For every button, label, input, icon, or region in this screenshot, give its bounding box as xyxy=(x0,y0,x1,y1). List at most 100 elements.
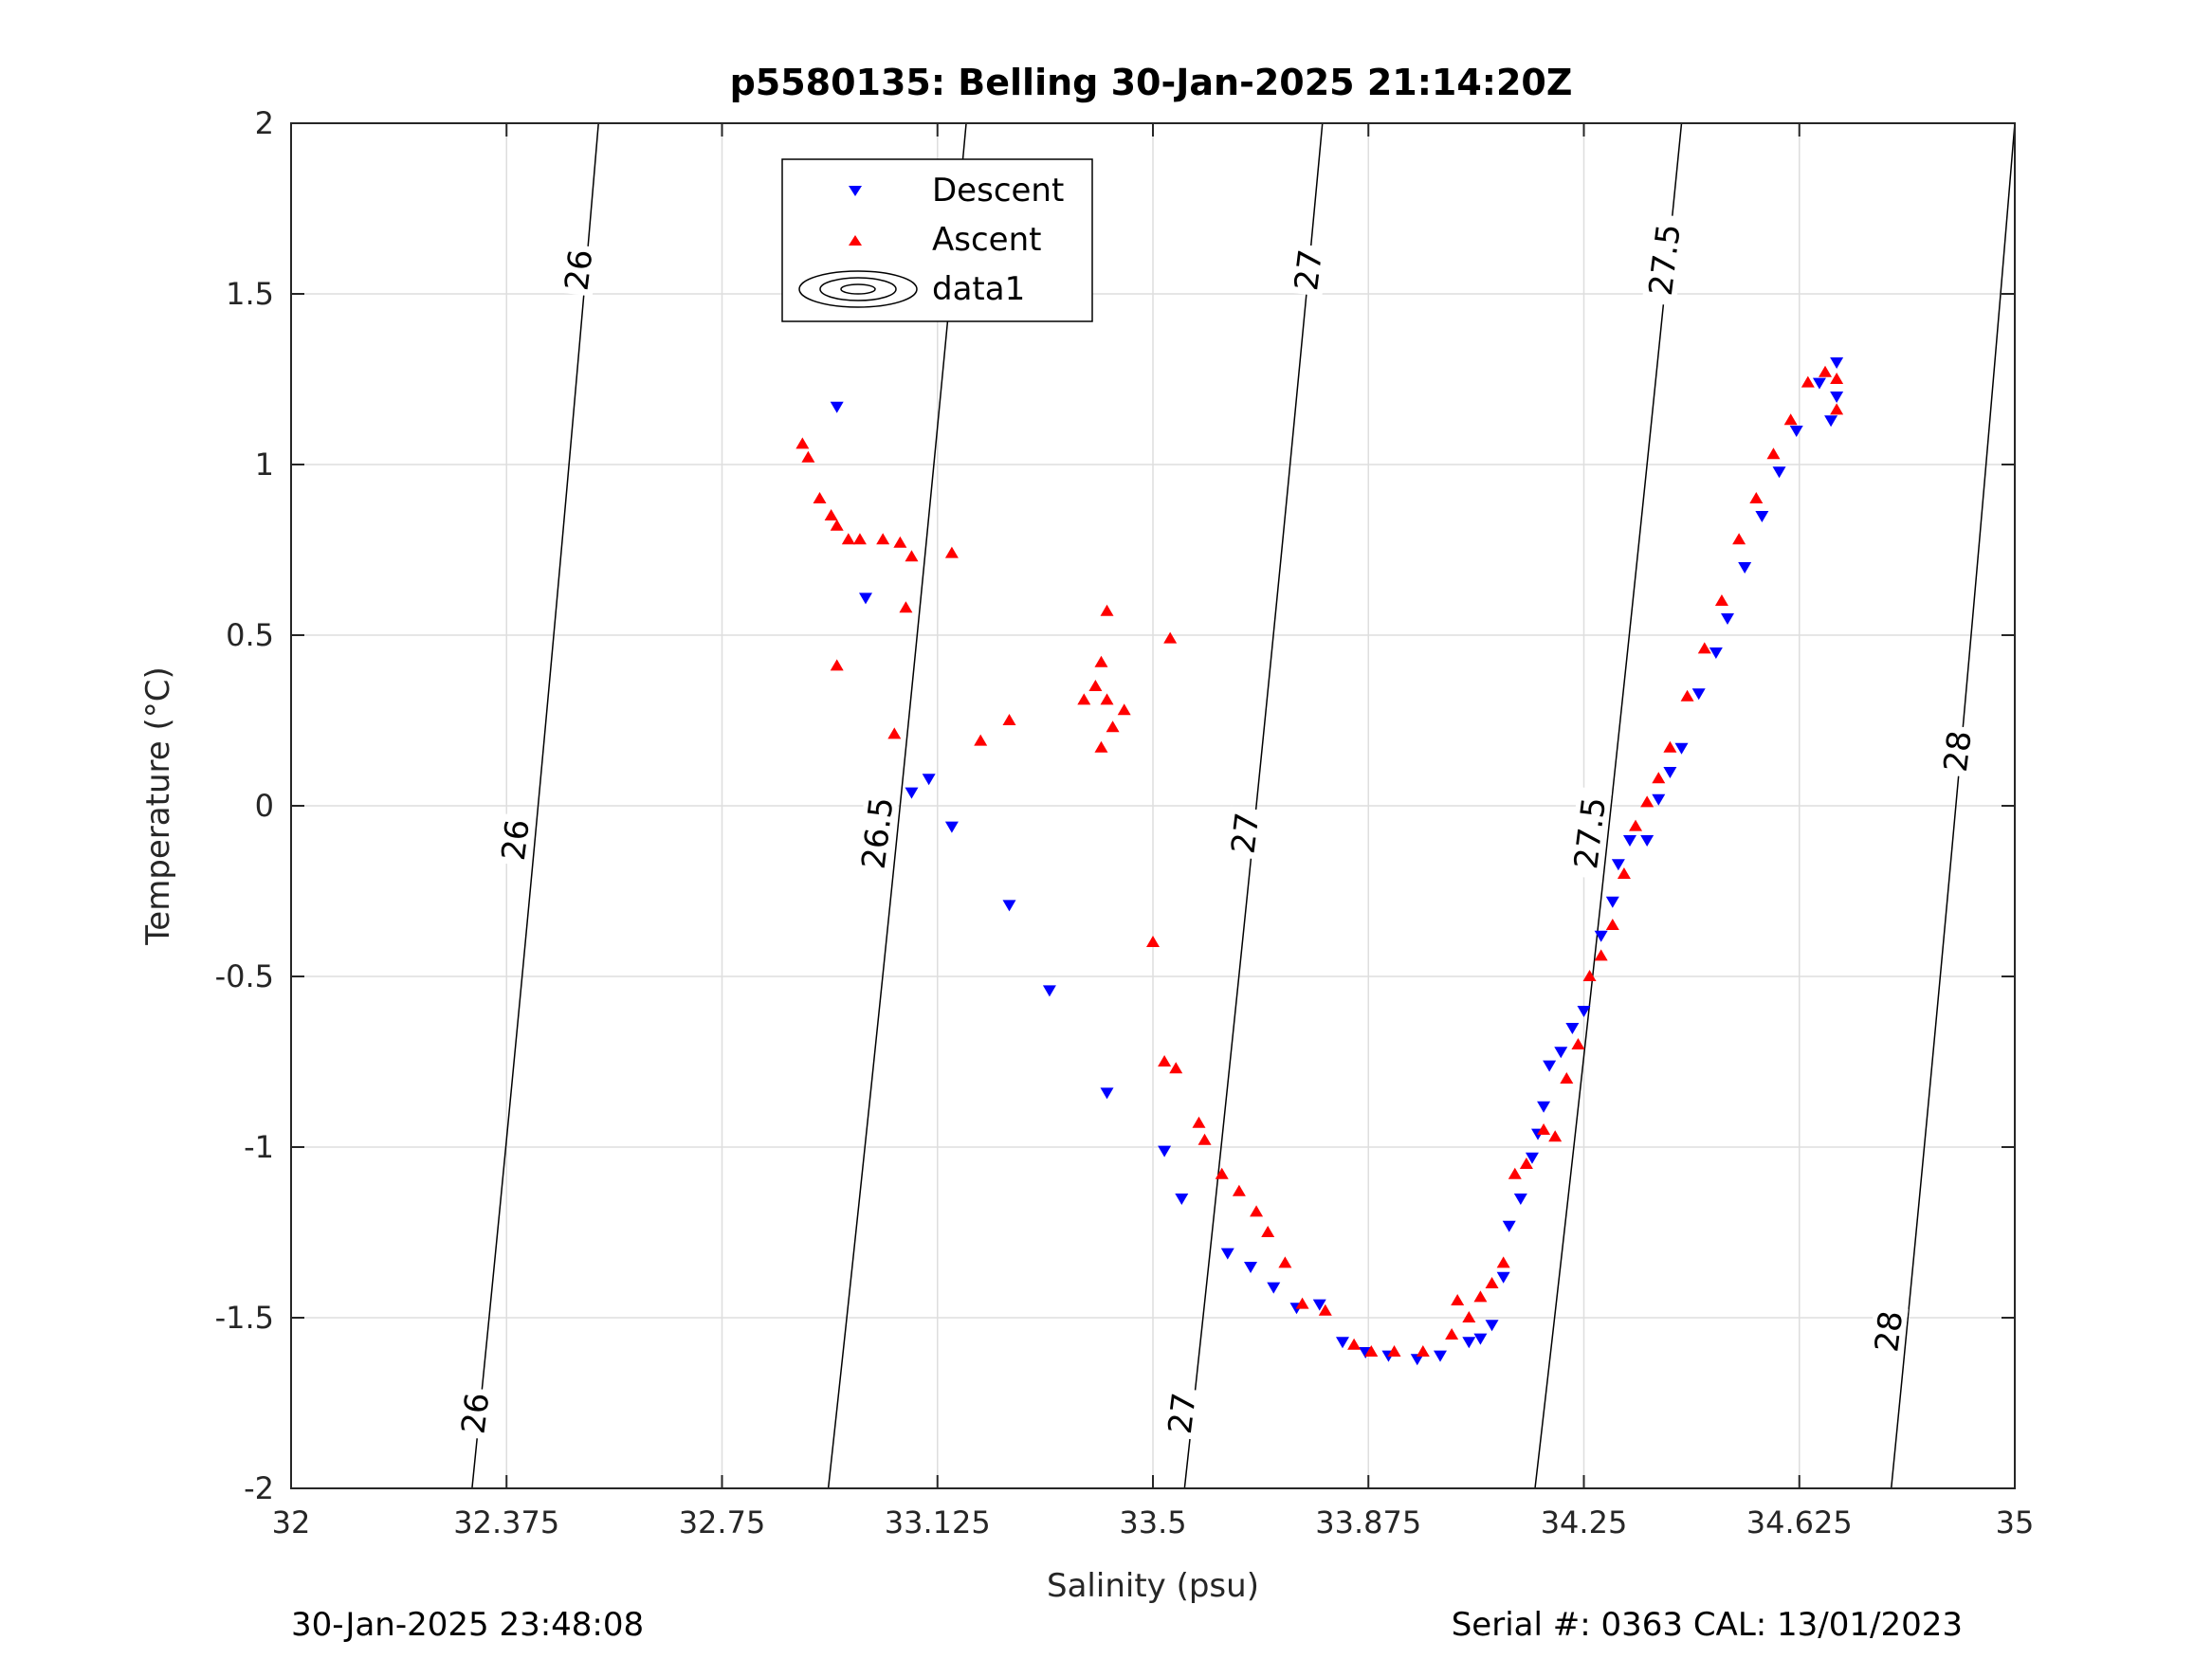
ascent-point xyxy=(1445,1328,1459,1340)
contour-label-text: 26 xyxy=(495,817,538,863)
descent-point xyxy=(1565,1023,1580,1034)
ascent-point xyxy=(1485,1277,1499,1288)
contour-label: 26 xyxy=(495,813,538,866)
descent-point xyxy=(1537,1101,1551,1113)
descent-point xyxy=(944,821,959,833)
ascent-point xyxy=(1548,1130,1563,1142)
contour-label-text: 28 xyxy=(1868,1309,1910,1355)
descent-point xyxy=(1611,859,1625,871)
ascent-point xyxy=(1473,1290,1488,1303)
descent-point xyxy=(1830,357,1844,369)
ascent-point xyxy=(1749,492,1764,503)
contour-label-text: 27 xyxy=(1224,811,1267,856)
ascent-point xyxy=(795,437,810,449)
contour-label-text: 26 xyxy=(454,1391,497,1436)
contour-line-27-5 xyxy=(1534,122,1683,1489)
contour-label: 27.5 xyxy=(1566,786,1614,880)
y-tick-label: 0 xyxy=(255,788,274,824)
ascent-point xyxy=(1169,1062,1183,1074)
contour-line-26 xyxy=(471,122,599,1489)
contour-label-text: 27 xyxy=(1161,1391,1204,1436)
contour-label-bg xyxy=(1161,1386,1202,1440)
ascent-point xyxy=(830,659,844,671)
ascent-point xyxy=(1100,604,1114,616)
ascent-point xyxy=(899,601,913,613)
ascent-point xyxy=(1663,740,1677,753)
descent-point xyxy=(1462,1337,1476,1349)
ascent-point xyxy=(1571,1038,1585,1049)
descent-point xyxy=(1824,415,1838,428)
descent-series xyxy=(830,357,1844,1366)
ascent-point xyxy=(1629,819,1643,831)
descent-point xyxy=(1691,688,1706,701)
ascent-point xyxy=(893,536,907,548)
descent-point xyxy=(905,787,919,799)
descent-point xyxy=(1594,930,1608,942)
ascent-point xyxy=(1830,403,1844,415)
ascent-point xyxy=(830,519,844,531)
ascent-point xyxy=(1680,689,1694,702)
ascent-point xyxy=(1697,642,1711,654)
ascent-point xyxy=(1617,867,1631,879)
contour-label: 27.5 xyxy=(1641,213,1689,306)
legend-data1-label: data1 xyxy=(932,270,1025,308)
ascent-point xyxy=(1364,1345,1379,1357)
contour-line-28 xyxy=(1890,122,2016,1489)
ascent-point xyxy=(1640,795,1654,808)
contour-line-26-5 xyxy=(827,122,967,1489)
x-tick-label: 34.25 xyxy=(1541,1504,1628,1540)
descent-point xyxy=(1622,835,1636,847)
descent-point xyxy=(1830,392,1844,403)
ascent-point xyxy=(876,533,890,545)
contour-label-bg xyxy=(1288,243,1328,297)
contour-label-text: 27.5 xyxy=(1642,222,1689,298)
contour-label-bg xyxy=(454,1386,495,1440)
descent-point xyxy=(1513,1194,1527,1205)
descent-point xyxy=(1175,1194,1189,1205)
y-tick-label: 1.5 xyxy=(226,276,274,312)
ascent-point xyxy=(1232,1184,1246,1196)
y-axis-ticks: 2 1.5 1 0.5 0 -0.5 -1 -1.5 -2 xyxy=(215,105,2015,1506)
ascent-point xyxy=(1117,703,1131,716)
descent-point xyxy=(1434,1350,1447,1362)
descent-point xyxy=(1485,1320,1499,1332)
ascent-point xyxy=(1094,655,1108,667)
descent-point xyxy=(1244,1262,1258,1273)
contour-label-bg xyxy=(1641,213,1687,306)
legend: Descent Ascent data1 xyxy=(781,158,1093,322)
ascent-point xyxy=(1387,1345,1401,1357)
ascent-point xyxy=(1318,1304,1332,1316)
ascent-point xyxy=(1783,413,1798,426)
ascent-point xyxy=(1819,365,1833,377)
y-tick-label: 0.5 xyxy=(226,617,274,653)
y-tick-label: 1 xyxy=(255,447,274,483)
x-tick-label: 32 xyxy=(272,1504,311,1540)
contour-label: 26 xyxy=(454,1386,497,1440)
ascent-point xyxy=(1192,1116,1206,1128)
footer-timestamp: 30-Jan-2025 23:48:08 xyxy=(291,1606,644,1644)
legend-ascent-marker xyxy=(849,235,862,246)
descent-point xyxy=(1543,1060,1557,1072)
descent-point xyxy=(1554,1047,1568,1059)
ascent-point xyxy=(1508,1167,1522,1179)
contour-label-text: 27.5 xyxy=(1567,795,1614,871)
y-tick-label: 2 xyxy=(255,105,274,141)
ascent-point xyxy=(1519,1158,1533,1169)
descent-point xyxy=(1605,896,1619,908)
descent-point xyxy=(1002,900,1016,912)
ascent-point xyxy=(1801,375,1815,388)
ascent-point xyxy=(1088,680,1103,691)
contour-label: 28 xyxy=(1868,1304,1910,1358)
ascent-point xyxy=(887,727,902,739)
contour-label-text: 28 xyxy=(1937,729,1980,775)
contour-label-bg xyxy=(495,813,536,866)
descent-point xyxy=(1410,1354,1424,1366)
descent-point xyxy=(1652,793,1666,806)
ascent-point xyxy=(1451,1294,1465,1305)
contour-label: 27 xyxy=(1288,243,1330,297)
contour-label-text: 26.5 xyxy=(855,795,902,871)
legend-descent-label: Descent xyxy=(932,172,1064,210)
ascent-point xyxy=(1732,533,1746,545)
ascent-point xyxy=(1830,373,1844,384)
contour-label-text: 27 xyxy=(1288,247,1330,293)
